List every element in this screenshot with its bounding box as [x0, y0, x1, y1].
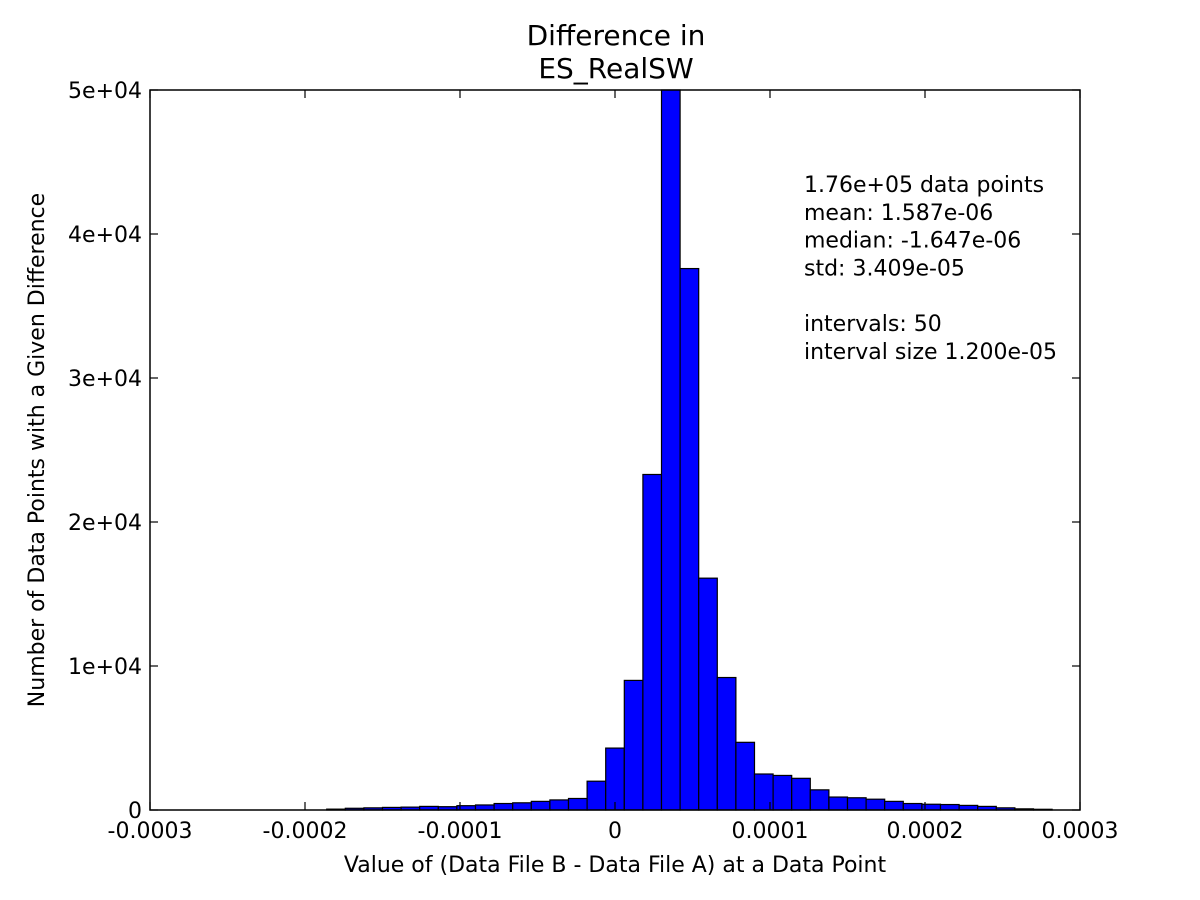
histogram-bar	[642, 473, 663, 811]
y-axis-label: Number of Data Points with a Given Diffe…	[25, 193, 50, 707]
histogram-bar	[809, 789, 830, 811]
histogram-bar	[512, 802, 532, 811]
histogram-bar	[772, 774, 793, 811]
histogram-bar	[716, 676, 737, 811]
histogram-bar	[828, 796, 849, 811]
y-tick-label: 5e+04	[68, 79, 142, 104]
histogram-bar	[902, 802, 923, 811]
chart-title-line-2: ES_RealSW	[538, 52, 693, 85]
stat-line: std: 3.409e-05	[804, 256, 965, 281]
y-tick-label: 0	[128, 799, 142, 824]
x-tick-label: -0.0001	[418, 819, 503, 844]
x-tick-label: -0.0003	[108, 819, 193, 844]
histogram-bar	[474, 804, 495, 811]
histogram-bar	[791, 777, 811, 811]
histogram-bar	[493, 802, 514, 811]
plot-frame	[149, 89, 1081, 811]
histogram-bar	[567, 797, 588, 811]
stat-line: mean: 1.587e-06	[804, 201, 993, 226]
histogram-bar	[530, 800, 551, 811]
histogram-bar	[679, 267, 700, 811]
chart-title: Difference in ES_RealSW	[527, 19, 706, 85]
histogram-bar	[623, 679, 644, 811]
axis-ticks: -0.0003 -0.0002 -0.0001 0 0.0001 0.0002 0.0003…	[68, 79, 1118, 844]
histogram-bar	[586, 780, 607, 811]
histogram-bar	[735, 741, 756, 811]
histogram-bar	[698, 577, 718, 811]
x-tick-label: 0	[608, 819, 622, 844]
x-tick-label: 0.0001	[732, 819, 809, 844]
stat-line: 1.76e+05 data points	[804, 173, 1044, 198]
histogram-bar	[605, 747, 625, 811]
y-tick-label: 4e+04	[68, 223, 142, 248]
y-tick-label: 2e+04	[68, 511, 142, 536]
histogram-bars	[326, 89, 1053, 811]
histogram-bar	[846, 797, 867, 811]
y-tick-label: 1e+04	[68, 655, 142, 680]
x-tick-label: 0.0002	[887, 819, 964, 844]
x-tick-label: 0.0003	[1042, 819, 1119, 844]
x-tick-label: -0.0002	[263, 819, 348, 844]
histogram-bar	[660, 89, 681, 811]
stat-line: median: -1.647e-06	[804, 229, 1021, 254]
histogram-bar	[865, 798, 886, 811]
stat-line: interval size 1.200e-05	[804, 340, 1057, 365]
stats-annotation: 1.76e+05 data points mean: 1.587e-06 media…	[804, 173, 1057, 365]
histogram-bar	[884, 800, 904, 811]
chart-title-line-1: Difference in	[527, 19, 706, 52]
histogram-bar	[939, 803, 960, 811]
stat-line: intervals: 50	[804, 312, 942, 337]
y-tick-label: 3e+04	[68, 367, 142, 392]
histogram-bar	[549, 799, 570, 811]
x-axis-label: Value of (Data File B - Data File A) at …	[344, 853, 887, 878]
